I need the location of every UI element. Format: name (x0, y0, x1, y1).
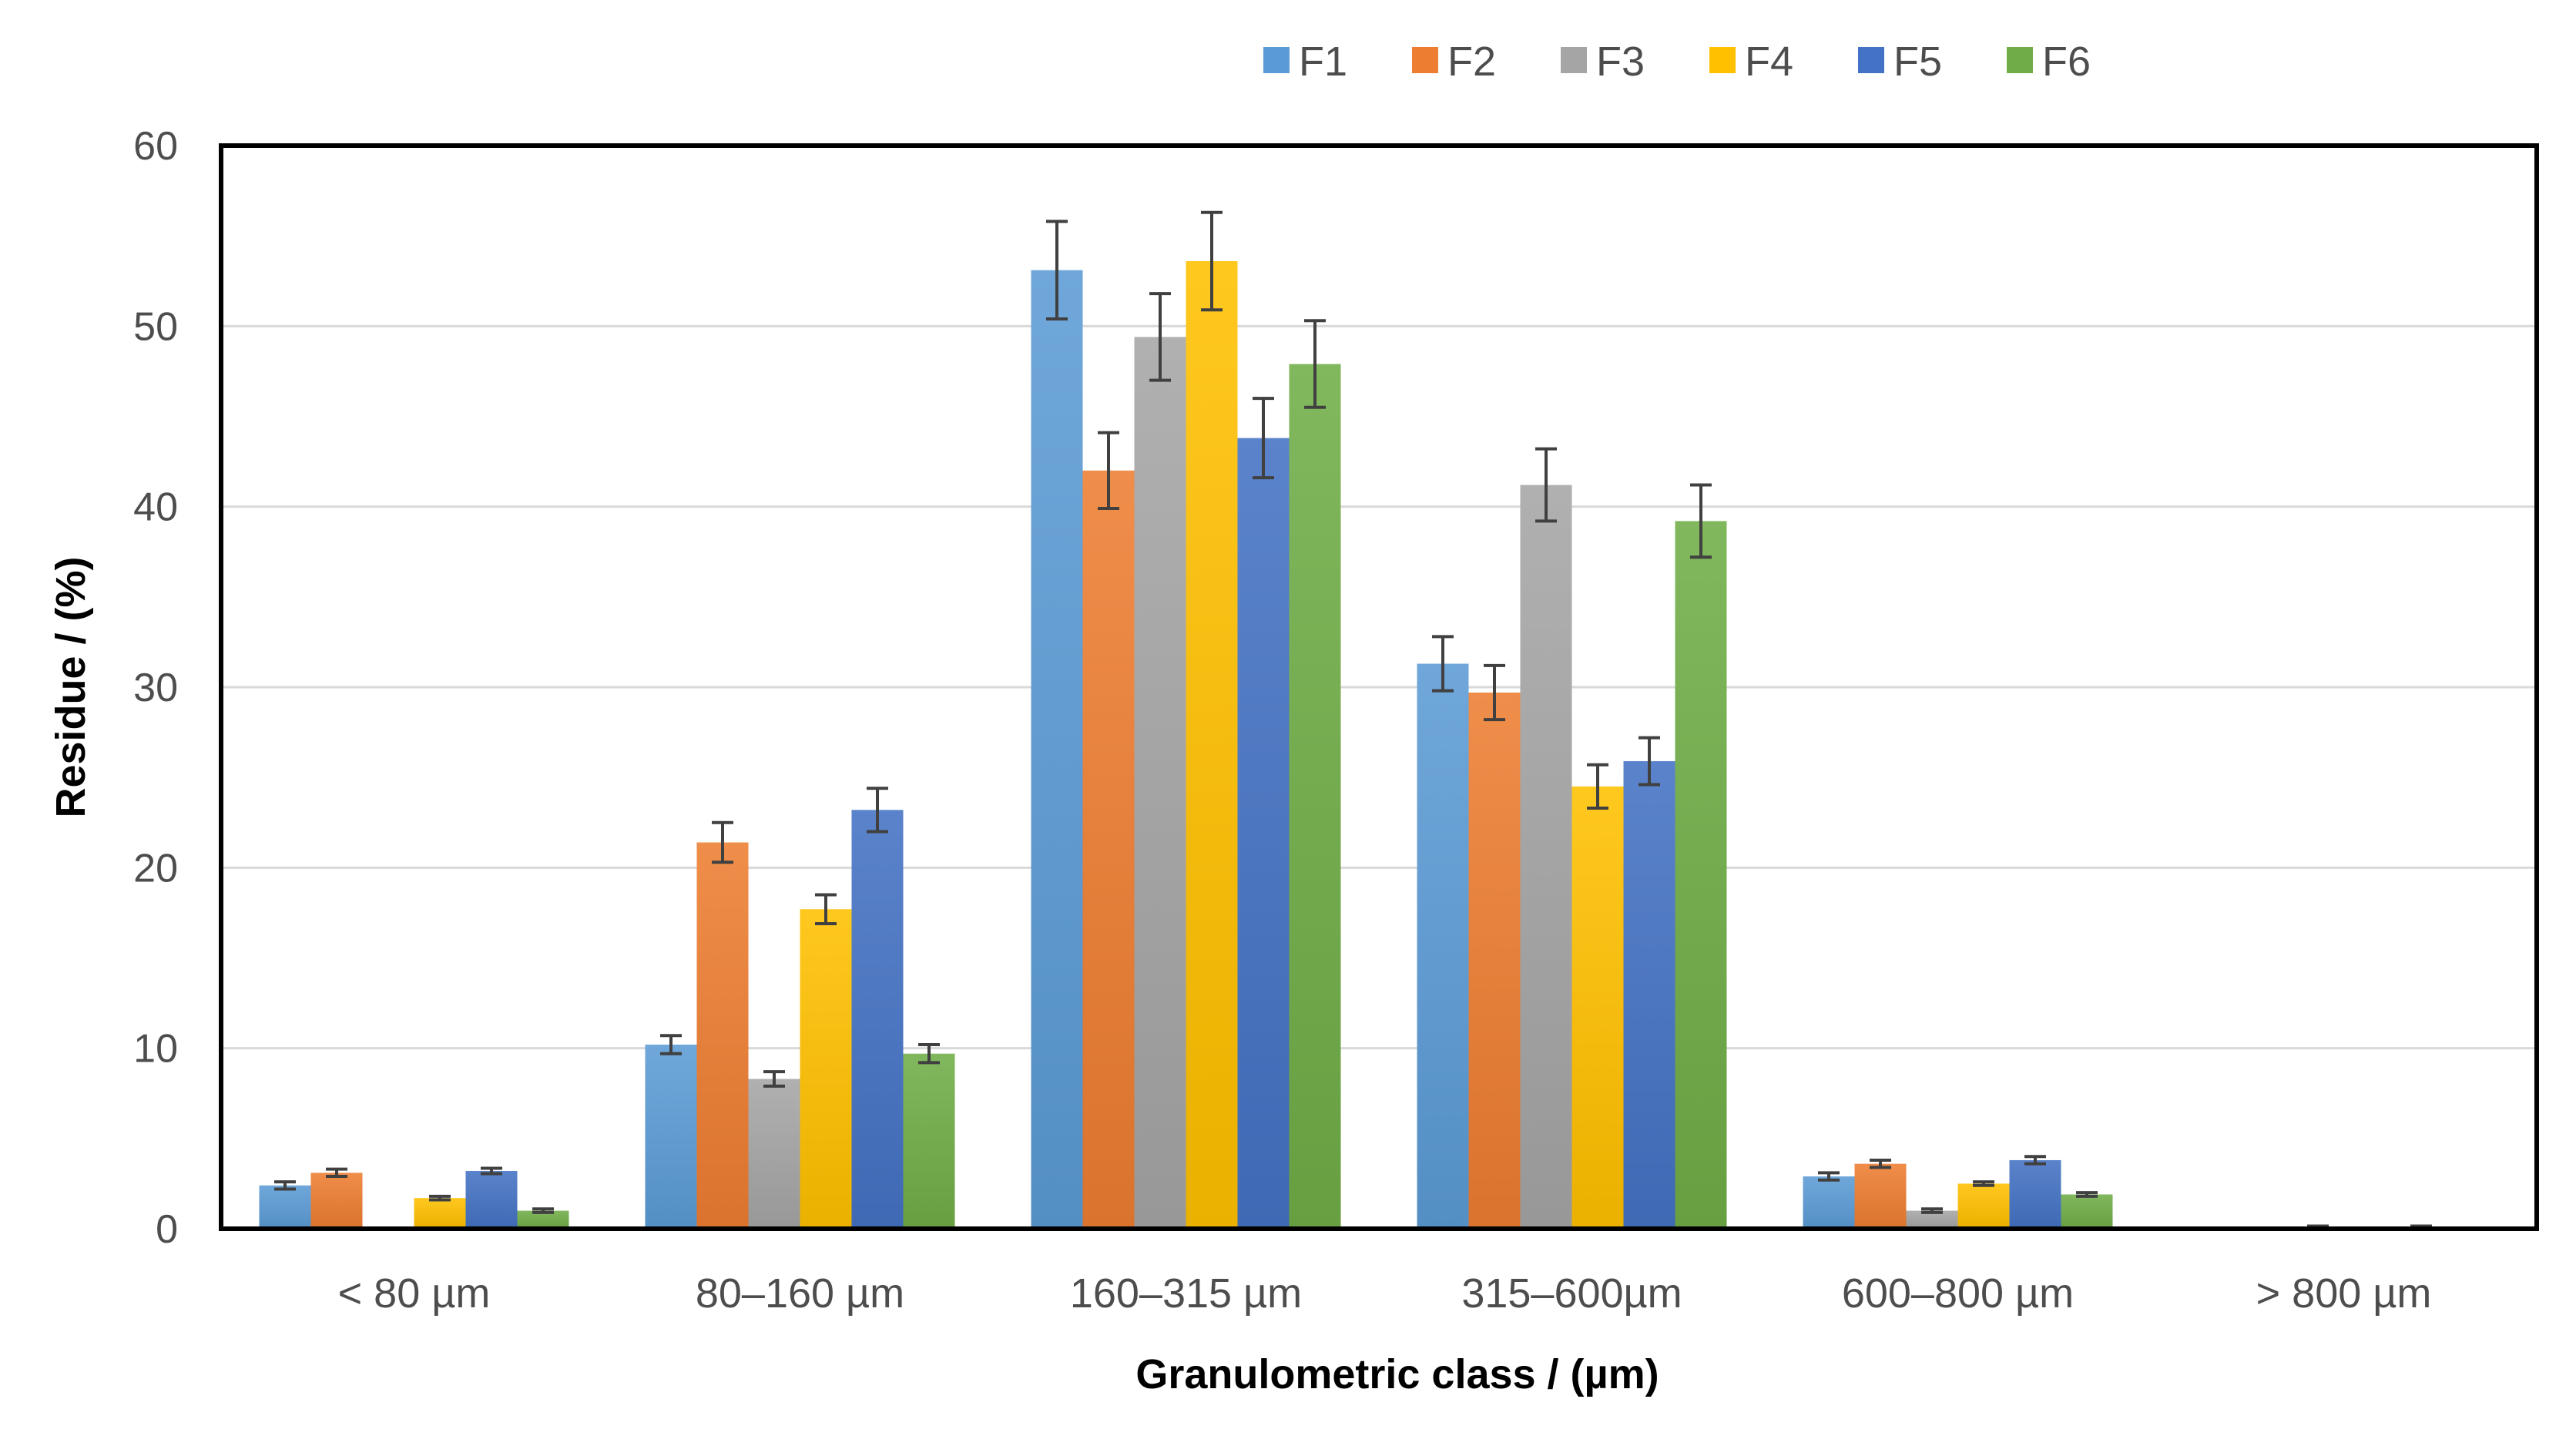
error-bar-f6-80-160-m (918, 1042, 940, 1065)
error-bar-f2-160-315-m (1098, 431, 1119, 511)
bar-f6-80-160-m (903, 1053, 955, 1229)
y-tick-label-40: 40 (133, 485, 178, 530)
bar-f6-315-600-m (1675, 521, 1727, 1229)
legend-swatch-f2 (1412, 47, 1438, 73)
legend-item-f6: F6 (2007, 39, 2091, 85)
error-bar-f2-315-600-m (1484, 663, 1505, 722)
y-tick-label-10: 10 (133, 1027, 178, 1072)
bar-f5-80-m (465, 1171, 518, 1229)
bar-f3-600-800-m (1906, 1210, 1958, 1229)
bar-f1-80-m (259, 1185, 311, 1229)
error-bar-f1-315-600-m (1432, 635, 1454, 693)
legend-item-f2: F2 (1412, 39, 1496, 85)
x-category-label-80-160-m: 80–160 µm (696, 1270, 904, 1317)
legend-label-f3: F3 (1596, 39, 1645, 85)
legend-swatch-f3 (1561, 47, 1587, 73)
y-axis-title: Residue / (%) (48, 556, 94, 817)
error-bar-f5-80-160-m (867, 787, 888, 834)
bar-f1-600-800-m (1803, 1176, 1855, 1229)
y-tick-label-50: 50 (133, 304, 178, 349)
bar-f4-315-600-m (1571, 786, 1624, 1229)
legend-label-f5: F5 (1893, 39, 1942, 85)
x-category-label-160-315-m: 160–315 µm (1070, 1270, 1302, 1317)
error-bar-f3-160-315-m (1149, 292, 1171, 382)
bar-f3-315-600-m (1520, 485, 1572, 1229)
error-bar-f6-600-800-m (2076, 1191, 2098, 1198)
y-tick-label-30: 30 (133, 666, 178, 710)
bar-f2-80-m (310, 1173, 363, 1229)
bar-f2-600-800-m (1854, 1163, 1907, 1229)
error-bar-f6-160-315-m (1304, 319, 1326, 409)
x-axis-categories: < 80 µm 80–160 µm 160–315 µm 315–600µm 600–8… (338, 1270, 2432, 1317)
bar-f6-160-315-m (1289, 364, 1341, 1229)
legend-label-f2: F2 (1447, 39, 1496, 85)
legend-item-f1: F1 (1263, 39, 1347, 85)
error-bar-f4-600-800-m (1973, 1180, 1994, 1187)
y-tick-label-60: 60 (133, 124, 178, 169)
legend-swatch-f4 (1709, 47, 1736, 73)
bar-f5-315-600-m (1623, 761, 1675, 1229)
legend-swatch-f1 (1263, 47, 1290, 73)
error-bar-f5-315-600-m (1639, 736, 1660, 787)
bar-f5-80-160-m (851, 810, 904, 1229)
error-bar-f2-80-160-m (712, 820, 733, 864)
error-bar-f4-315-600-m (1587, 763, 1608, 810)
x-category-label-80-m: < 80 µm (338, 1270, 491, 1317)
bar-f2-160-315-m (1082, 470, 1135, 1229)
legend-swatch-f5 (1858, 47, 1884, 73)
bar-f2-80-160-m (696, 842, 749, 1229)
error-bar-f6-80-m (532, 1207, 554, 1214)
error-bar-f3-80-160-m (763, 1070, 785, 1088)
error-bar-f4-80-160-m (815, 893, 837, 925)
x-axis-title: Granulometric class / (µm) (1135, 1351, 1659, 1397)
legend-item-f3: F3 (1561, 39, 1645, 85)
error-bar-f5-600-800-m (2024, 1155, 2046, 1166)
bar-f5-160-315-m (1237, 438, 1290, 1229)
error-bar-f2-80-m (326, 1167, 347, 1179)
error-bar-f3-315-600-m (1535, 447, 1557, 523)
bar-f1-160-315-m (1031, 270, 1083, 1230)
bar-f2-315-600-m (1468, 693, 1521, 1229)
bar-f1-80-160-m (645, 1044, 697, 1229)
error-bar-f4-160-315-m (1201, 210, 1223, 312)
bar-f5-600-800-m (2009, 1159, 2061, 1229)
bar-f4-80-160-m (800, 909, 852, 1229)
legend-item-f5: F5 (1858, 39, 1942, 85)
legend-item-f4: F4 (1709, 39, 1793, 85)
plot-area-frame (219, 143, 2539, 1231)
error-bar-f1-80-m (274, 1180, 296, 1191)
error-bar-f1-600-800-m (1818, 1171, 1840, 1182)
y-axis-ticks: 0 10 20 30 40 50 60 (133, 124, 178, 1252)
legend-label-f1: F1 (1299, 39, 1347, 85)
error-bar-f5-80-m (481, 1166, 502, 1176)
bar-f3-80-160-m (748, 1079, 800, 1229)
bar-f4-160-315-m (1186, 260, 1238, 1229)
legend-label-f4: F4 (1745, 39, 1793, 85)
y-tick-label-0: 0 (156, 1207, 178, 1252)
error-bars-group (274, 210, 2432, 1230)
legend: F1 F2 F3 F4 F5 F6 (1263, 39, 2091, 85)
bar-f6-600-800-m (2061, 1194, 2113, 1229)
y-tick-label-20: 20 (133, 846, 178, 891)
error-bar-f2-600-800-m (1870, 1158, 1891, 1169)
x-category-label-800-m: > 800 µm (2256, 1270, 2432, 1317)
x-category-label-315-600-m: 315–600µm (1461, 1270, 1682, 1317)
bar-f1-315-600-m (1417, 663, 1469, 1229)
legend-label-f6: F6 (2042, 39, 2091, 85)
legend-swatch-f6 (2007, 47, 2033, 73)
bars-group (259, 260, 2447, 1230)
bar-f4-80-m (414, 1198, 466, 1229)
bar-f4-600-800-m (1957, 1183, 2010, 1229)
x-category-label-600-800-m: 600–800 µm (1842, 1270, 2074, 1317)
error-bar-f1-160-315-m (1046, 220, 1068, 320)
bar-f3-160-315-m (1134, 337, 1186, 1230)
bar-f6-80-m (517, 1210, 569, 1229)
error-bar-f6-315-600-m (1690, 483, 1712, 559)
error-bar-f5-160-315-m (1253, 397, 1274, 480)
error-bar-f3-600-800-m (1921, 1207, 1943, 1214)
gridlines (221, 324, 2537, 1050)
error-bar-f1-80-160-m (660, 1034, 682, 1055)
error-bar-f4-80-m (429, 1194, 451, 1202)
